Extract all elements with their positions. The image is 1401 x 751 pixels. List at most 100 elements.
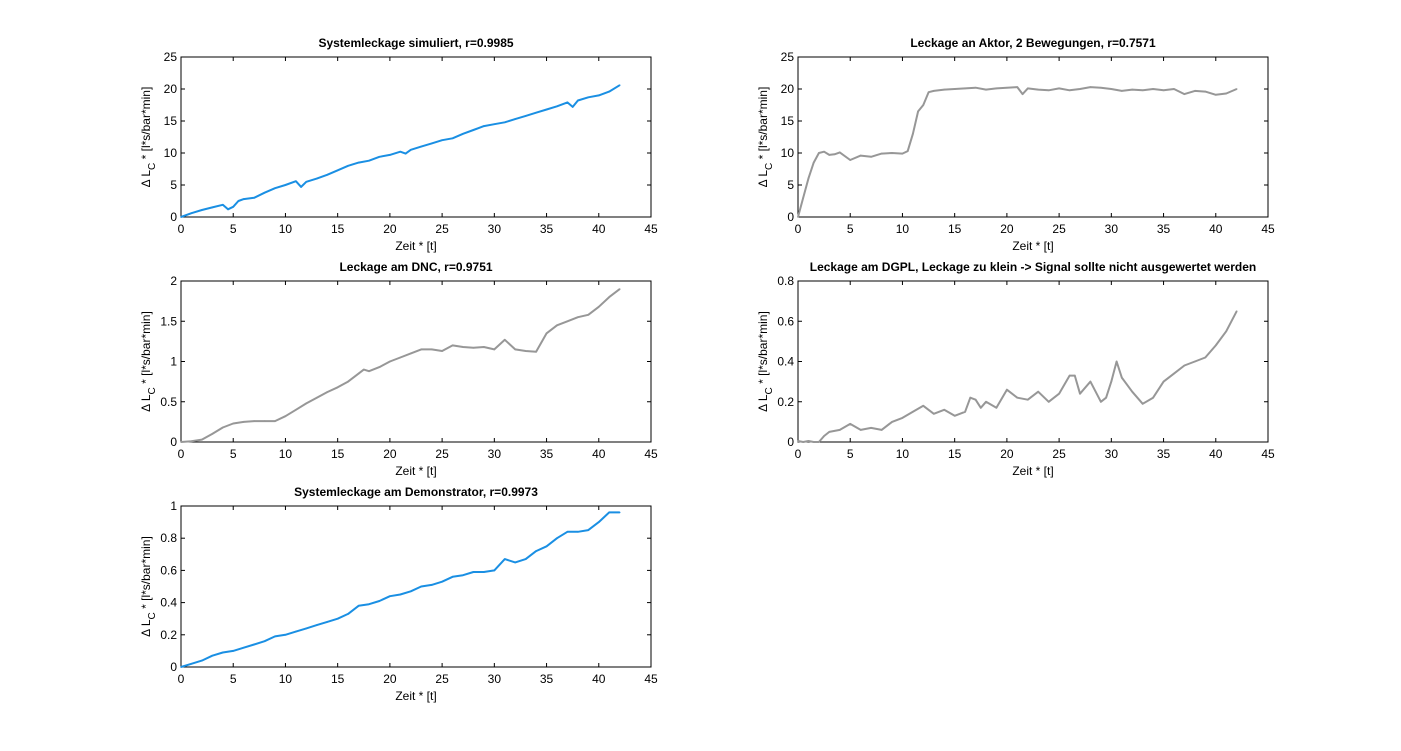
data-point <box>812 441 815 443</box>
x-tick-label: 40 <box>592 222 606 236</box>
subplot-actuator-leak-axes-box <box>797 56 1269 218</box>
data-point <box>964 87 966 90</box>
data-point <box>336 617 339 620</box>
x-tick-label: 5 <box>847 447 854 461</box>
data-point <box>1021 93 1024 95</box>
data-point <box>493 348 496 351</box>
y-tick-label: 20 <box>781 82 795 96</box>
x-tick-label: 15 <box>331 447 345 461</box>
x-tick-label: 10 <box>896 447 910 461</box>
x-tick-label: 25 <box>1052 447 1066 461</box>
data-point <box>201 659 203 662</box>
data-point <box>232 650 234 652</box>
data-point <box>566 531 569 533</box>
data-point <box>430 142 433 145</box>
x-tick-label: 30 <box>488 222 502 236</box>
y-tick-label: 0 <box>170 660 177 674</box>
data-point <box>357 161 360 164</box>
data-point <box>514 118 516 120</box>
data-point <box>870 427 872 429</box>
data-point <box>1089 86 1092 88</box>
data-point <box>1016 86 1019 88</box>
data-point <box>472 571 475 573</box>
data-point <box>969 396 972 399</box>
data-point <box>1037 390 1039 393</box>
data-point <box>420 585 423 588</box>
data-point <box>263 420 266 422</box>
x-tick-label: 30 <box>488 672 502 686</box>
x-tick-label: 0 <box>178 447 185 461</box>
y-tick-label: 2 <box>170 274 177 288</box>
data-point <box>980 407 982 409</box>
y-tick-label: 1 <box>170 499 177 513</box>
y-tick-label: 0.8 <box>777 274 794 288</box>
data-point <box>284 634 287 636</box>
data-point <box>524 115 527 117</box>
data-point <box>326 621 329 623</box>
data-point <box>943 88 945 91</box>
data-point <box>222 651 224 654</box>
data-point <box>922 104 925 106</box>
data-point <box>849 423 851 425</box>
data-point <box>608 511 610 514</box>
y-tick-label: 20 <box>164 82 178 96</box>
data-point <box>368 370 370 373</box>
data-point <box>995 407 998 409</box>
data-point <box>211 654 214 657</box>
data-point <box>974 86 977 89</box>
data-point <box>901 152 904 155</box>
data-point <box>399 593 402 596</box>
subplot-dgpl-leak-title: Leckage am DGPL, Leckage zu klein -> Sig… <box>810 260 1256 274</box>
data-point <box>472 347 475 349</box>
x-tick-label: 5 <box>230 222 237 236</box>
subplot-dnc-leak-y-axis-label: Δ LC * [l*s/bar*min] <box>139 311 158 412</box>
data-point <box>300 186 302 188</box>
data-point <box>535 351 537 353</box>
subplot-actuator-leak: 0 5 10 15 20 25 30 35 40 45 0 5 10 15 20 25 Leckage an A… <box>756 36 1275 253</box>
y-tick-label: 25 <box>164 50 178 64</box>
data-point <box>1027 398 1029 401</box>
x-tick-label: 0 <box>795 222 802 236</box>
data-point <box>462 133 464 135</box>
data-point <box>823 435 825 437</box>
data-point <box>1105 396 1107 399</box>
data-point <box>1225 92 1227 95</box>
data-point <box>927 91 930 93</box>
x-tick-label: 20 <box>383 672 397 686</box>
data-point <box>1235 310 1238 313</box>
data-point <box>514 348 516 351</box>
data-point <box>483 346 485 348</box>
subplot-actuator-leak-title: Leckage an Aktor, 2 Bewegungen, r=0.7571 <box>910 36 1156 50</box>
subplot-system-simulated: 0 5 10 15 20 25 30 35 40 45 0 5 10 15 20 25 Systemleckag… <box>139 36 658 253</box>
x-tick-label: 45 <box>644 447 658 461</box>
data-point <box>420 348 423 351</box>
data-point <box>451 344 454 347</box>
data-point <box>917 110 919 113</box>
data-point <box>441 350 443 352</box>
data-point <box>1141 403 1144 405</box>
data-point <box>566 320 569 323</box>
data-point <box>316 624 318 626</box>
data-point <box>305 402 308 405</box>
data-point <box>1079 392 1081 395</box>
data-point <box>504 339 506 341</box>
data-point <box>618 84 621 86</box>
data-point <box>1131 390 1133 393</box>
data-point <box>953 88 956 90</box>
data-point <box>253 197 255 199</box>
data-point <box>802 441 804 443</box>
data-point <box>180 216 182 218</box>
data-point <box>483 125 485 127</box>
x-tick-label: 25 <box>435 672 449 686</box>
data-point <box>190 440 193 443</box>
data-point <box>1110 88 1113 90</box>
y-tick-label: 0 <box>170 210 177 224</box>
y-tick-label: 10 <box>781 146 795 160</box>
data-point <box>441 580 443 583</box>
data-point <box>598 306 600 308</box>
data-point <box>1162 89 1165 92</box>
data-point <box>305 627 308 630</box>
x-tick-label: 45 <box>1261 447 1275 461</box>
data-point <box>242 198 245 200</box>
subplot-system-simulated-axes-box <box>180 56 652 218</box>
